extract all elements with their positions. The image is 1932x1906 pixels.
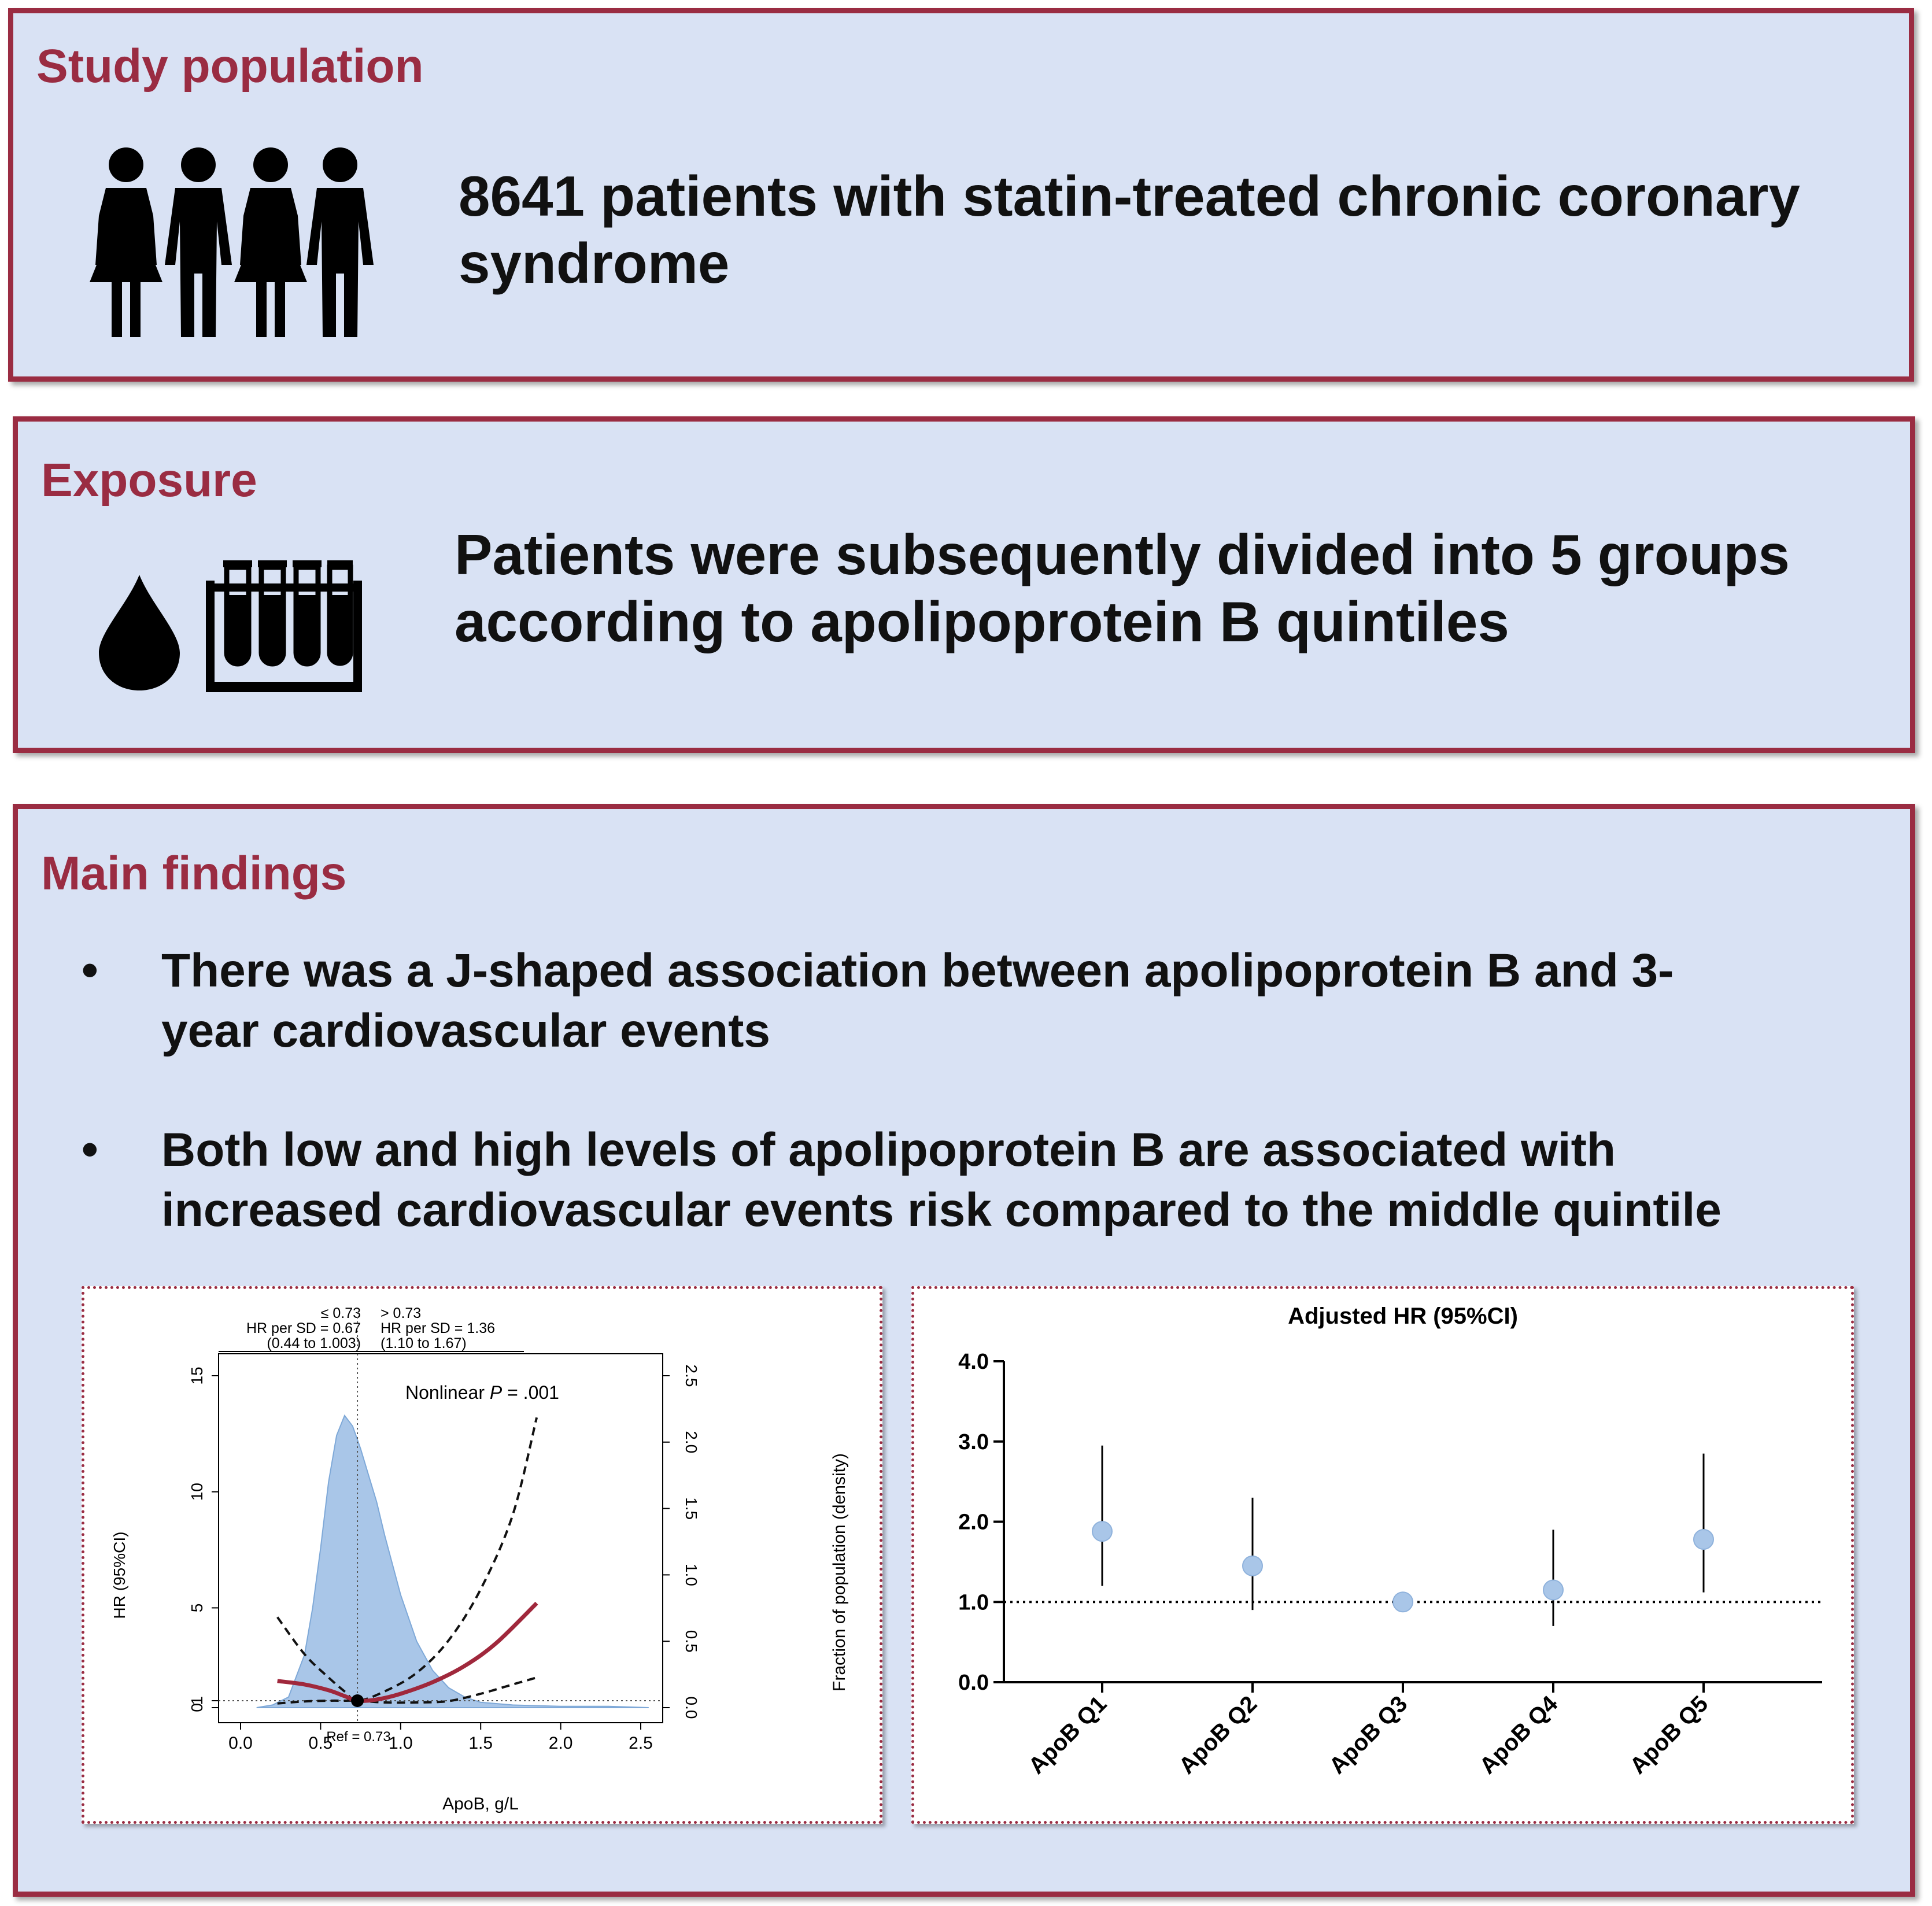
finding-2-line1: Both low and high levels of apolipoprote… bbox=[161, 1124, 1616, 1176]
finding-1: There was a J-shaped association between… bbox=[161, 941, 1804, 1061]
quintile-chart-title: Adjusted HR (95%CI) bbox=[1288, 1303, 1518, 1329]
finding-1-line2: year cardiovascular events bbox=[161, 1004, 770, 1057]
test-tubes-icon bbox=[206, 560, 362, 692]
left-header-line2: HR per SD = 0.67 bbox=[246, 1320, 361, 1336]
ci_lower-line bbox=[277, 1676, 537, 1705]
y-tick-label: 15 bbox=[188, 1366, 206, 1384]
x-tick-label: 1.5 bbox=[468, 1734, 493, 1753]
people-group-icon bbox=[90, 147, 374, 337]
right-header: > 0.73 HR per SD = 1.36 (1.10 to 1.67) bbox=[381, 1305, 495, 1351]
ref-label: Ref = 0.73 bbox=[326, 1729, 390, 1745]
exposure-title: Exposure bbox=[41, 454, 257, 507]
exposure-text-line1: Patients were subsequently divided into … bbox=[455, 523, 1790, 586]
study-population-text: 8641 patients with statin-treated chroni… bbox=[459, 162, 1893, 297]
main-findings-panel: Main findings • There was a J-shaped ass… bbox=[13, 804, 1915, 1897]
y-tick-label: 2.0 bbox=[958, 1510, 989, 1535]
y-tick-label: 3.0 bbox=[958, 1430, 989, 1454]
exposure-text-line2: according to apolipoprotein B quintiles bbox=[455, 590, 1509, 653]
study-text-line2: syndrome bbox=[459, 231, 730, 295]
y2-tick-label: 2.0 bbox=[682, 1431, 700, 1453]
quintile-points-layer bbox=[1092, 1445, 1714, 1626]
nonlinear-p-annotation: Nonlinear P = .001 bbox=[405, 1382, 559, 1403]
y-tick-label: 0.0 bbox=[958, 1671, 989, 1695]
quintile-axes: 0.0 1.0 2.0 3.0 4.0 bbox=[958, 1350, 1822, 1695]
quintile-label: ApoB Q2 bbox=[1174, 1691, 1262, 1779]
right-header-line3: (1.10 to 1.67) bbox=[381, 1335, 467, 1351]
quintile-label: ApoB Q1 bbox=[1024, 1691, 1111, 1779]
y2-tick-label: 1.0 bbox=[682, 1564, 700, 1586]
x-tick-label: 2.5 bbox=[629, 1734, 653, 1753]
exposure-text: Patients were subsequently divided into … bbox=[455, 521, 1889, 655]
quintile-label: ApoB Q4 bbox=[1475, 1691, 1563, 1779]
plot-frame bbox=[218, 1353, 663, 1723]
blood-drop-icon bbox=[99, 575, 180, 690]
left-header: ≤ 0.73 HR per SD = 0.67 (0.44 to 1.003) bbox=[246, 1305, 361, 1351]
finding-1-line1: There was a J-shaped association between… bbox=[161, 944, 1674, 997]
study-population-panel: Study population 8641 patients with stat… bbox=[8, 8, 1914, 382]
y-tick-label: 0 bbox=[188, 1703, 206, 1712]
hr-point bbox=[1693, 1529, 1714, 1550]
ci_upper-line bbox=[276, 1417, 538, 1702]
main-findings-title: Main findings bbox=[41, 847, 347, 900]
quintile-label: ApoB Q5 bbox=[1625, 1691, 1713, 1779]
left-header-line3: (0.44 to 1.003) bbox=[267, 1335, 361, 1351]
plot-border bbox=[218, 1353, 663, 1723]
spline-lines-layer bbox=[276, 1417, 538, 1707]
y2-tick-label: 0.5 bbox=[682, 1630, 700, 1653]
hr-point bbox=[1543, 1579, 1564, 1601]
y-tick-label: 1.0 bbox=[958, 1590, 989, 1615]
hr-point bbox=[1392, 1591, 1413, 1613]
y-tick-label: 5 bbox=[188, 1604, 206, 1613]
right-header-line2: HR per SD = 1.36 bbox=[381, 1320, 495, 1336]
bullet-1-marker: • bbox=[82, 944, 98, 996]
y2-tick-label: 0.0 bbox=[682, 1697, 700, 1719]
finding-2-line2: increased cardiovascular events risk com… bbox=[161, 1184, 1722, 1236]
finding-2: Both low and high levels of apolipoprote… bbox=[161, 1120, 1804, 1240]
x-tick-label: 1.0 bbox=[389, 1734, 413, 1753]
quintile-chart-box: Adjusted HR (95%CI) 0.0 1.0 2.0 3.0 4.0 ApoB… bbox=[911, 1286, 1854, 1824]
left-header-line1: ≤ 0.73 bbox=[321, 1305, 361, 1321]
study-population-title: Study population bbox=[36, 40, 424, 93]
y-tick-label: 4.0 bbox=[958, 1350, 989, 1374]
hr-point bbox=[1242, 1555, 1263, 1576]
x-axis-label: ApoB, g/L bbox=[442, 1794, 519, 1813]
right-header-line1: > 0.73 bbox=[381, 1305, 421, 1321]
density-area bbox=[256, 1414, 649, 1708]
x-tick-label: 0.5 bbox=[309, 1734, 333, 1753]
axes-layer: 0.0 0.5 1.0 1.5 2.0 2.501510150.00.51.01.52.0… bbox=[188, 1365, 700, 1753]
y2-tick-label: 1.5 bbox=[682, 1497, 700, 1520]
reference-point bbox=[351, 1694, 364, 1707]
spline-chart-box: ≤ 0.73 HR per SD = 0.67 (0.44 to 1.003) … bbox=[82, 1286, 882, 1824]
y2-axis-label: Fraction of population (density) bbox=[830, 1453, 849, 1691]
y-axis-label: HR (95%CI) bbox=[110, 1532, 128, 1619]
density-area-layer bbox=[256, 1414, 649, 1708]
exposure-panel: Exposure bbox=[13, 416, 1915, 753]
study-text-line1: 8641 patients with statin-treated chroni… bbox=[459, 164, 1800, 228]
x-tick-label: 0.0 bbox=[228, 1734, 253, 1753]
y-tick-label: 1 bbox=[188, 1696, 206, 1705]
hr-point bbox=[1092, 1521, 1113, 1542]
reference-guides bbox=[219, 1312, 663, 1723]
quintile-label: ApoB Q3 bbox=[1324, 1691, 1412, 1779]
y-tick-label: 10 bbox=[188, 1483, 206, 1501]
x-tick-label: 2.0 bbox=[549, 1734, 573, 1753]
hr-spline-line bbox=[277, 1601, 538, 1703]
spline-chart: ≤ 0.73 HR per SD = 0.67 (0.44 to 1.003) … bbox=[110, 1305, 849, 1813]
bullet-2-marker: • bbox=[82, 1123, 98, 1176]
quintile-chart: Adjusted HR (95%CI) 0.0 1.0 2.0 3.0 4.0 ApoB… bbox=[958, 1303, 1822, 1779]
y2-tick-label: 2.5 bbox=[682, 1365, 700, 1387]
quintile-category-labels: ApoB Q1 ApoB Q2 ApoB Q3 ApoB Q4 ApoB Q5 bbox=[1024, 1691, 1713, 1779]
